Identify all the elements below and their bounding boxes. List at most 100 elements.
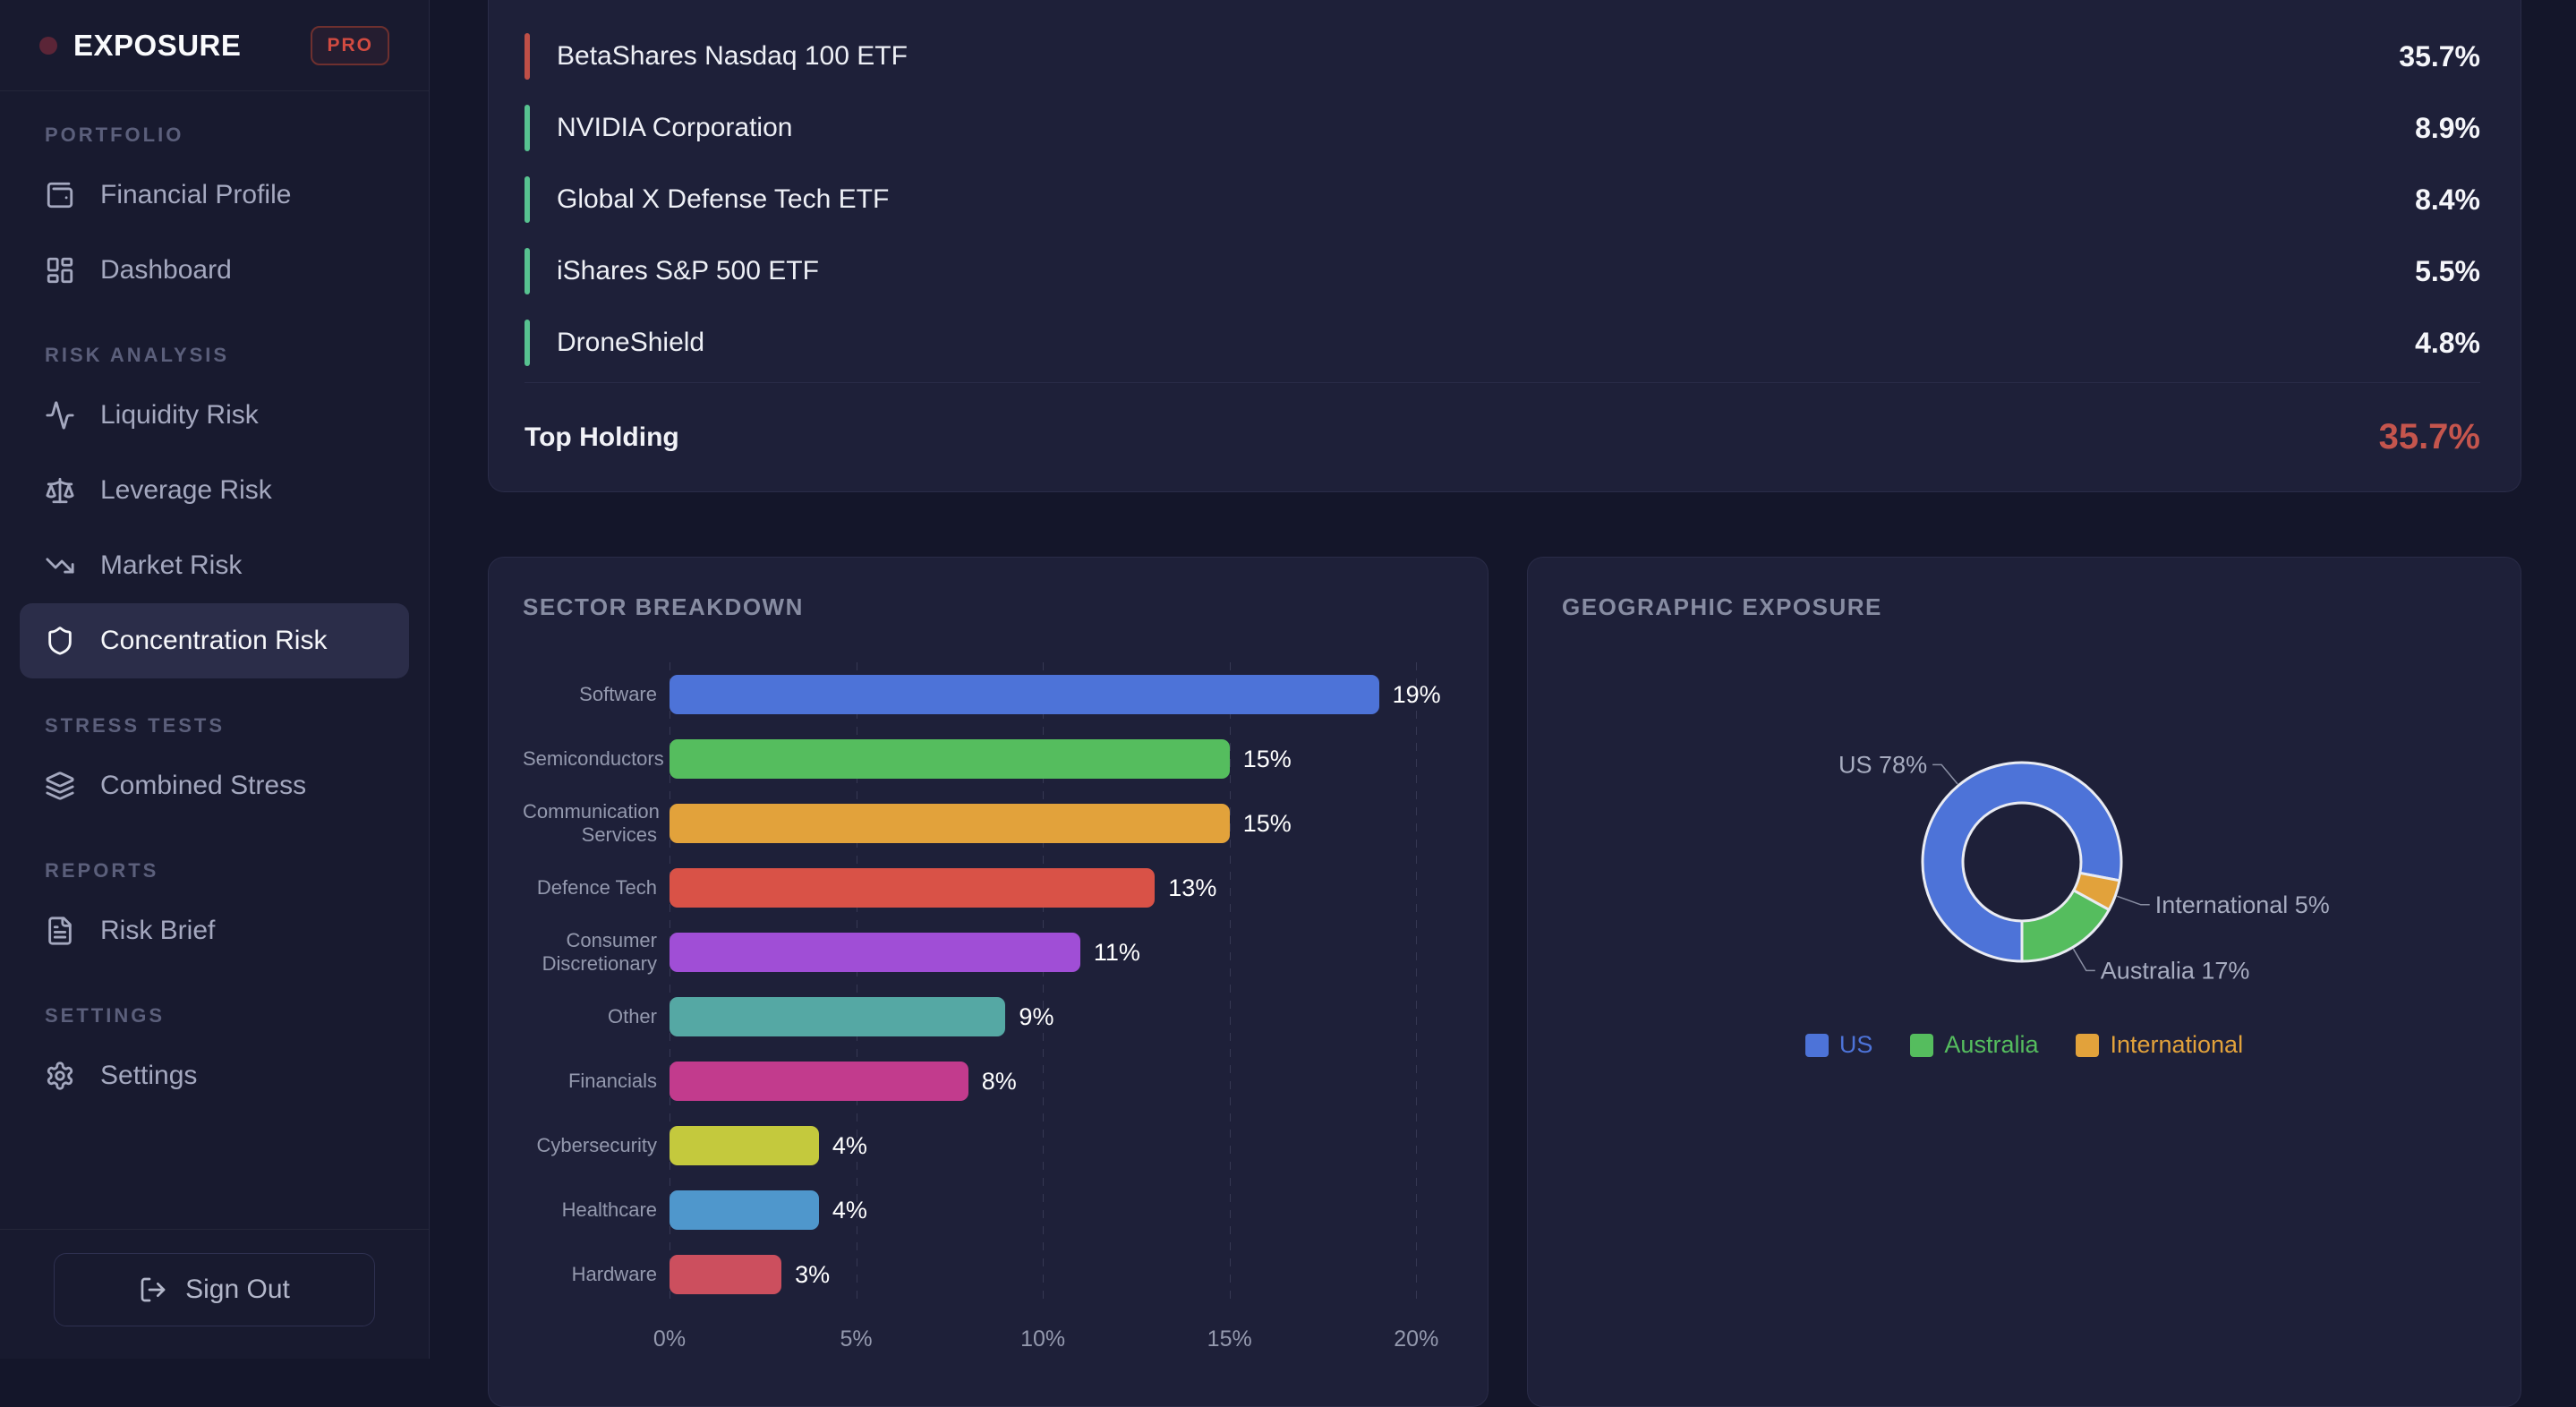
sector-bar-value: 19%	[1392, 680, 1441, 708]
legend-swatch	[2076, 1033, 2100, 1057]
sidebar-item-dashboard[interactable]: Dashboard	[20, 233, 409, 308]
sector-bar-software[interactable]	[670, 675, 1379, 714]
sidebar-item-label: Concentration Risk	[100, 626, 328, 655]
sector-label: Semiconductors	[523, 746, 664, 770]
holding-name: NVIDIA Corporation	[557, 113, 793, 142]
holding-weight: 35.7%	[2399, 39, 2480, 72]
sector-bar-financials[interactable]	[670, 1062, 968, 1101]
sector-breakdown-title: SECTOR BREAKDOWN	[523, 593, 804, 620]
sidebar-item-financial-profile[interactable]: Financial Profile	[20, 158, 409, 233]
legend-item-international: International	[2076, 1031, 2243, 1059]
geo-legend: US Australia International	[1562, 1031, 2486, 1059]
sector-label: Hardware	[571, 1262, 657, 1285]
sidebar-item-label: Dashboard	[100, 255, 232, 285]
holding-row-betashares-nasdaq-100-etf: BetaShares Nasdaq 100 ETF 35.7%	[489, 21, 2521, 92]
sector-bar-row-financials: Financials 8%	[523, 1049, 1454, 1113]
holding-accent-bar	[525, 320, 530, 366]
legend-item-australia: Australia	[1910, 1031, 2038, 1059]
donut-segment-us[interactable]	[1921, 761, 2123, 963]
scale-icon	[45, 475, 75, 506]
sector-bar-row-consumer-discretionary: Consumer Discretionary 11%	[523, 920, 1454, 985]
nav-section-label: STRESS TESTS	[45, 714, 226, 737]
sector-bar-row-defence-tech: Defence Tech 13%	[523, 856, 1454, 920]
nav-section-label: PORTFOLIO	[45, 124, 184, 146]
activity-icon	[45, 400, 75, 431]
sector-bar-defence-tech[interactable]	[670, 868, 1156, 908]
x-axis-tick: 5%	[840, 1326, 873, 1352]
legend-label: US	[1838, 1031, 1873, 1058]
sidebar-item-market-risk[interactable]: Market Risk	[20, 528, 409, 603]
x-axis: 0% 5% 10% 15% 20%	[653, 1307, 1454, 1352]
holding-accent-bar	[525, 105, 530, 151]
x-axis-tick: 15%	[1207, 1326, 1252, 1352]
x-axis-tick: 0%	[653, 1326, 687, 1352]
holding-row-nvidia-corporation: NVIDIA Corporation 8.9%	[489, 92, 2521, 164]
sector-label: Healthcare	[561, 1198, 657, 1221]
holding-weight: 4.8%	[2415, 326, 2480, 359]
sidebar-item-settings[interactable]: Settings	[20, 1038, 409, 1113]
settings-icon	[45, 1061, 75, 1091]
sidebar-item-combined-stress[interactable]: Combined Stress	[20, 748, 409, 823]
legend-swatch	[1910, 1033, 1934, 1057]
sector-bar-hardware[interactable]	[670, 1255, 782, 1294]
holdings-divider	[525, 382, 2480, 383]
sign-out-button[interactable]: Sign Out	[54, 1253, 375, 1326]
sidebar-item-label: Financial Profile	[100, 180, 292, 209]
geographic-exposure-card: GEOGRAPHIC EXPOSURE US 78% International …	[1527, 557, 2521, 1407]
sidebar-item-leverage-risk[interactable]: Leverage Risk	[20, 453, 409, 528]
sidebar-item-liquidity-risk[interactable]: Liquidity Risk	[20, 378, 409, 453]
holding-weight: 8.9%	[2415, 111, 2480, 144]
pro-badge: PRO	[311, 25, 389, 65]
top-holding-row: Top Holding 35.7%	[489, 383, 2521, 491]
legend-swatch	[1804, 1033, 1829, 1057]
nav-section-risk-analysis: RISK ANALYSIS Liquidity Risk Leverage Risk…	[20, 344, 409, 678]
signout-section: Sign Out	[0, 1229, 429, 1359]
sidebar-item-label: Liquidity Risk	[100, 400, 259, 430]
sector-bar-value: 15%	[1242, 745, 1292, 772]
nav-section-settings: SETTINGS Settings	[20, 1004, 409, 1113]
sector-label: Communication Services	[523, 799, 660, 846]
sidebar: EXPOSURE PRO PORTFOLIO Financial Profile D…	[0, 0, 430, 1359]
sector-bar-cybersecurity[interactable]	[670, 1126, 819, 1165]
holding-weight: 5.5%	[2415, 254, 2480, 287]
sidebar-item-risk-brief[interactable]: Risk Brief	[20, 893, 409, 968]
sector-bar-healthcare[interactable]	[670, 1190, 819, 1230]
sector-bar-value: 8%	[981, 1067, 1017, 1095]
donut-label-line	[1932, 763, 1958, 785]
donut-label-line	[2072, 948, 2095, 972]
layers-icon	[45, 771, 75, 801]
sidebar-item-label: Risk Brief	[100, 916, 216, 945]
donut-callout-us: US 78%	[1838, 751, 1927, 778]
legend-label: Australia	[1944, 1031, 2039, 1058]
brand-name: EXPOSURE	[73, 28, 242, 62]
trending-down-icon	[45, 550, 75, 581]
sector-bar-row-hardware: Hardware 3%	[523, 1242, 1454, 1307]
sector-bar-value: 15%	[1242, 809, 1292, 837]
holding-name: DroneShield	[557, 328, 705, 357]
x-axis-tick: 20%	[1394, 1326, 1439, 1352]
donut-segment-australia[interactable]	[2020, 889, 2111, 963]
shield-icon	[45, 626, 75, 656]
logo-row: EXPOSURE PRO	[0, 0, 429, 91]
sector-bar-row-communication-services: Communication Services 15%	[523, 791, 1454, 856]
sector-label: Financials	[567, 1069, 657, 1092]
sector-bar-other[interactable]	[670, 997, 1006, 1036]
top-holdings-card: BetaShares Nasdaq 100 ETF 35.7% NVIDIA Cor…	[488, 0, 2521, 492]
sector-bar-value: 4%	[832, 1131, 867, 1159]
sector-bar-consumer-discretionary[interactable]	[670, 933, 1080, 972]
main-content: BetaShares Nasdaq 100 ETF 35.7% NVIDIA Cor…	[430, 0, 2576, 1407]
holding-accent-bar	[525, 248, 530, 294]
sidebar-item-concentration-risk[interactable]: Concentration Risk	[20, 603, 409, 678]
donut-callout-australia: Australia 17%	[2101, 957, 2250, 984]
holding-row-droneshield: DroneShield 4.8%	[489, 307, 2521, 379]
sector-bar-communication-services[interactable]	[670, 804, 1230, 843]
nav-section-portfolio: PORTFOLIO Financial Profile Dashboard	[20, 124, 409, 308]
nav-section-label: SETTINGS	[45, 1004, 166, 1027]
sector-bar-semiconductors[interactable]	[670, 739, 1230, 779]
sign-out-label: Sign Out	[185, 1275, 290, 1304]
sidebar-nav: PORTFOLIO Financial Profile Dashboard RISK …	[0, 91, 429, 1229]
geo-donut-chart: US 78% International 5% Australia 17%	[1838, 751, 2330, 984]
brand-dot-icon	[39, 36, 57, 55]
wallet-icon	[45, 180, 75, 210]
